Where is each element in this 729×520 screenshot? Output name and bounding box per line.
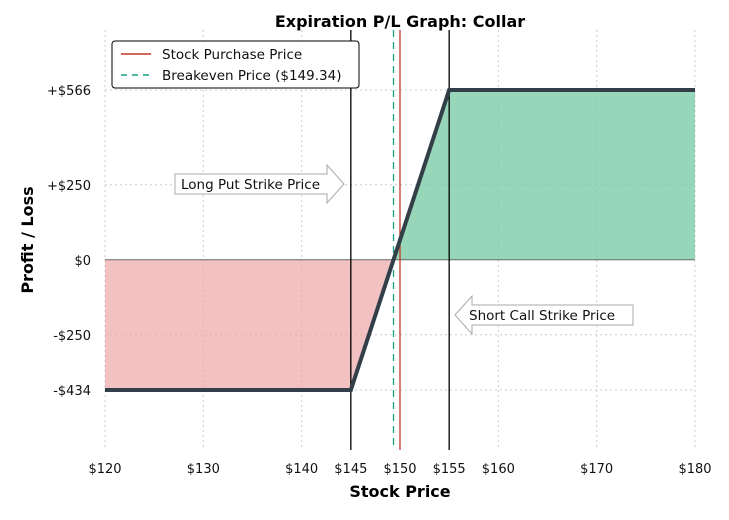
- x-tick-labels: $120 $130 $140 $145 $150 $155 $160 $170 $180: [88, 462, 711, 477]
- x-tick-label: $130: [187, 462, 220, 477]
- y-tick-label: +$566: [47, 84, 91, 99]
- y-tick-label: +$250: [47, 179, 91, 194]
- legend-label-breakeven: Breakeven Price ($149.34): [162, 68, 341, 84]
- x-tick-label: $140: [285, 462, 318, 477]
- y-tick-label: -$434: [53, 384, 91, 399]
- profit-area: [105, 90, 695, 260]
- pnl-fill-areas: [105, 90, 695, 390]
- short-call-arrow-shape: [454, 294, 634, 336]
- x-axis-label: Stock Price: [349, 482, 450, 501]
- legend: Stock Purchase Price Breakeven Price ($1…: [111, 40, 360, 89]
- annotation-short-call: Short Call Strike Price: [454, 294, 634, 336]
- x-tick-label: $180: [678, 462, 711, 477]
- x-tick-label: $120: [88, 462, 121, 477]
- pnl-line: [105, 88, 695, 392]
- x-tick-label: $155: [433, 462, 466, 477]
- y-tick-label: -$250: [53, 329, 91, 344]
- x-tick-label: $145: [334, 462, 367, 477]
- long-put-arrow-shape: [174, 163, 345, 205]
- y-tick-label: $0: [74, 254, 91, 269]
- short-call-annotation-label: Short Call Strike Price: [469, 308, 615, 324]
- x-tick-label: $170: [580, 462, 613, 477]
- loss-area: [105, 259, 695, 390]
- x-tick-label: $150: [383, 462, 416, 477]
- chart-title: Expiration P/L Graph: Collar: [275, 12, 525, 31]
- legend-box: [111, 40, 360, 89]
- legend-label-stock-purchase: Stock Purchase Price: [162, 47, 302, 63]
- vertical-lines: [350, 30, 450, 450]
- y-tick-labels: +$566 +$250 $0 -$250 -$434: [47, 84, 91, 399]
- x-tick-label: $160: [482, 462, 515, 477]
- annotation-long-put: Long Put Strike Price: [174, 163, 345, 205]
- pnl-series: [105, 88, 695, 392]
- y-axis-label: Profit / Loss: [18, 186, 37, 293]
- long-put-annotation-label: Long Put Strike Price: [181, 177, 320, 193]
